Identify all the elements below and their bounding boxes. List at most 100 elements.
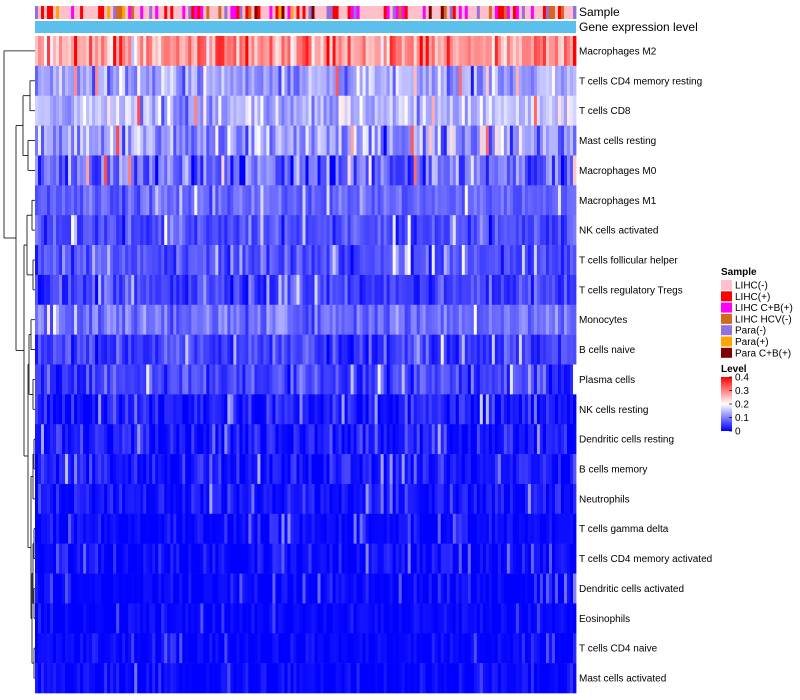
heatmap-cell (362, 155, 367, 186)
heatmap-cell (236, 364, 240, 395)
heatmap-cell (455, 95, 460, 126)
heatmap-cell (83, 36, 87, 67)
heatmap-cell (413, 543, 418, 574)
heatmap-cell (440, 364, 445, 395)
heatmap-cell (125, 125, 129, 156)
gene-expression-bar (35, 21, 576, 33)
heatmap-cell (101, 274, 105, 306)
heatmap-cell (164, 245, 168, 276)
heatmap-cell (431, 125, 436, 156)
heatmap-cell (323, 334, 327, 365)
heatmap-cell (230, 274, 234, 306)
heatmap-cell (50, 663, 54, 694)
heatmap-cell (278, 394, 282, 425)
heatmap-cell (446, 633, 451, 664)
heatmap-cell (236, 36, 240, 67)
heatmap-cell (572, 543, 577, 574)
heatmap-cell (86, 633, 90, 664)
sample-cell (44, 6, 48, 19)
heatmap-cell (200, 603, 204, 634)
heatmap-cell (149, 633, 153, 664)
heatmap-cell (86, 215, 90, 246)
heatmap-cell (269, 663, 273, 694)
heatmap-cell (230, 483, 234, 515)
heatmap-cell (422, 454, 427, 485)
heatmap-cell (554, 304, 559, 335)
heatmap-cell (479, 364, 484, 395)
heatmap-cell (329, 155, 333, 186)
heatmap-cell (416, 65, 421, 97)
heatmap-cell (77, 334, 81, 365)
heatmap-cell (329, 334, 333, 365)
heatmap-cell (479, 633, 484, 664)
heatmap-cell (179, 483, 183, 515)
heatmap-cell (80, 65, 84, 97)
heatmap-cell (47, 603, 51, 634)
heatmap-cell (431, 424, 436, 455)
heatmap-cell (194, 483, 198, 515)
heatmap-cell (131, 543, 135, 574)
heatmap-cell (491, 364, 496, 395)
heatmap-cell (323, 573, 327, 604)
heatmap-cell (335, 603, 339, 634)
sample-cell (206, 6, 210, 19)
heatmap-cell (113, 274, 117, 306)
heatmap-cell (308, 215, 312, 246)
heatmap-cell (470, 304, 475, 335)
heatmap-cell (245, 334, 249, 365)
heatmap-cell (461, 543, 466, 574)
heatmap-cell (392, 364, 397, 395)
heatmap-cell (134, 274, 138, 306)
heatmap-cell (524, 304, 529, 335)
heatmap-cell (347, 215, 351, 246)
heatmap-cell (425, 185, 430, 216)
heatmap-cell (401, 454, 406, 485)
heatmap-cell (50, 274, 54, 306)
heatmap-cell (359, 215, 364, 246)
heatmap-cell (401, 424, 406, 455)
heatmap-cell (113, 663, 117, 694)
heatmap-cell (374, 573, 379, 604)
heatmap-cell (533, 663, 538, 694)
heatmap-cell (407, 185, 412, 216)
heatmap-cell (344, 543, 348, 574)
heatmap-cell (50, 513, 54, 544)
heatmap-cell (572, 364, 577, 395)
sample-cell (248, 6, 252, 19)
heatmap-cell (179, 454, 183, 485)
heatmap-cell (431, 394, 436, 425)
heatmap-cell (284, 454, 288, 485)
heatmap-cell (119, 394, 123, 425)
heatmap-cell (362, 36, 367, 67)
heatmap-cell (287, 274, 291, 306)
heatmap-cell (146, 155, 150, 186)
sample-cell (182, 6, 186, 19)
heatmap-cell (245, 573, 249, 604)
heatmap-cell (551, 573, 556, 604)
sample-cell (371, 6, 376, 19)
heatmap-cell (323, 663, 327, 694)
heatmap-cell (299, 633, 303, 664)
heatmap-cell (428, 215, 433, 246)
heatmap-cell (488, 274, 493, 306)
heatmap-cell (545, 543, 550, 574)
heatmap-cell (491, 155, 496, 186)
heatmap-cell (530, 125, 535, 156)
heatmap-cell (383, 513, 388, 544)
heatmap-cell (110, 454, 114, 485)
heatmap-cell (563, 573, 568, 604)
heatmap-cell (260, 513, 264, 544)
heatmap-cell (563, 364, 568, 395)
heatmap-cell (500, 65, 505, 97)
heatmap-cell (485, 155, 490, 186)
heatmap-cell (71, 633, 75, 664)
heatmap-cell (212, 573, 216, 604)
heatmap-cell (488, 65, 493, 97)
legend: Sample LIHC(-)LIHC(+)LIHC C+B(+)LIHC HCV… (721, 267, 793, 438)
heatmap-cell (65, 663, 69, 694)
heatmap-cell (98, 483, 102, 515)
heatmap-cell (443, 215, 448, 246)
heatmap-cell (386, 663, 391, 694)
heatmap-cell (92, 334, 96, 365)
heatmap-cell (215, 36, 219, 67)
